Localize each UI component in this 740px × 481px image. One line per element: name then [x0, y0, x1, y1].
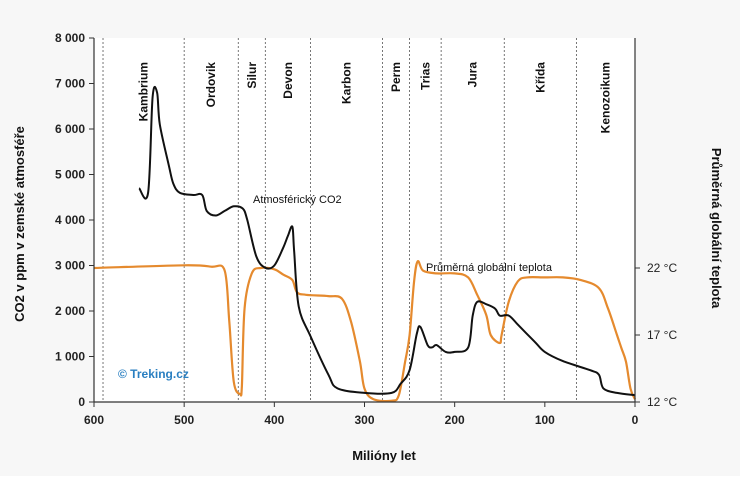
y-tick-label: 2 000 [55, 304, 85, 318]
x-tick-label: 300 [354, 413, 374, 427]
annotation-temperature: Průměrná globální teplota [426, 262, 553, 274]
period-label: Trias [418, 62, 432, 90]
x-axis-title: Milióny let [352, 448, 416, 463]
series-line-co2 [138, 85, 636, 397]
period-label: Kenozoikum [599, 62, 613, 133]
period-label: Křída [533, 62, 547, 93]
y-tick-label: 0 [78, 395, 85, 409]
watermark-credit: © Treking.cz [118, 367, 189, 381]
plot-area [94, 38, 635, 402]
y-tick-label: 4 000 [55, 213, 85, 227]
period-label: Devon [281, 62, 295, 99]
period-label: Karbon [339, 62, 353, 104]
period-label: Silur [245, 62, 259, 89]
x-tick-label: 0 [632, 413, 639, 427]
period-label: Jura [466, 62, 480, 88]
x-tick-label: 200 [445, 413, 465, 427]
x-tick-label: 100 [535, 413, 555, 427]
y-tick-label: 1 000 [55, 350, 85, 364]
x-tick-label: 500 [174, 413, 194, 427]
y-tick-label: 5 000 [55, 168, 85, 182]
y-tick-label: 7 000 [55, 77, 85, 91]
x-tick-label: 600 [84, 413, 104, 427]
period-label: Ordovik [204, 62, 218, 108]
y-tick-label: 3 000 [55, 259, 85, 273]
y-axis-title-right: Průměrná globální teplota [709, 148, 724, 309]
y-axis-title-left: CO2 v ppm v zemské atmosféře [12, 126, 27, 322]
annotation-co2: Atmosférický CO2 [253, 194, 342, 206]
y-tick-label: 6 000 [55, 122, 85, 136]
series-line-temperature [93, 260, 637, 403]
y2-tick-label: 22 °C [647, 261, 677, 275]
y-tick-label: 8 000 [55, 31, 85, 45]
period-label: Perm [389, 62, 403, 92]
x-tick-label: 400 [264, 413, 284, 427]
period-label: Kambrium [137, 62, 151, 121]
y2-tick-label: 12 °C [647, 395, 677, 409]
y2-tick-label: 17 °C [647, 328, 677, 342]
